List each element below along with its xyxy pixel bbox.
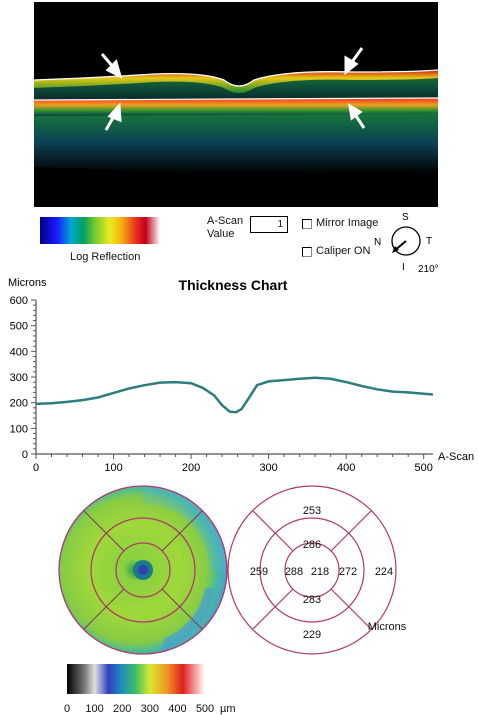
a-scan-value-input[interactable]: 1 xyxy=(250,216,288,233)
y-tick-label: 0 xyxy=(22,449,28,461)
inner-nasal-value: 288 xyxy=(285,566,303,578)
thickness-colorbar-unit: µm xyxy=(220,703,236,715)
y-tick-label: 300 xyxy=(10,372,28,384)
thickness-colorbar xyxy=(67,664,205,694)
inner-superior-value: 286 xyxy=(303,539,321,551)
compass-s: S xyxy=(402,212,409,223)
outer-inferior-value: 229 xyxy=(303,629,321,641)
log-reflection-label: Log Reflection xyxy=(70,251,141,263)
colorbar-tick-label: 200 xyxy=(113,703,131,715)
inner-inferior-value: 283 xyxy=(303,594,321,606)
thickness-chart: Thickness Chart Microns A-Scan 0 100 200 30… xyxy=(8,277,474,473)
compass-i: I xyxy=(402,262,405,273)
thickness-series-line xyxy=(35,376,434,414)
x-tick-label: 400 xyxy=(337,462,355,473)
center-value: 218 xyxy=(311,566,329,578)
outer-superior-value: 253 xyxy=(303,505,321,517)
thickness-maps: 253 286 259 288 218 272 224 283 229 Micr… xyxy=(58,485,407,715)
value-label: Value xyxy=(207,228,235,240)
microns-unit-label: Microns xyxy=(368,621,407,633)
compass-n: N xyxy=(374,237,381,248)
caliper-checkbox[interactable] xyxy=(302,247,312,257)
colorbar-tick-label: 400 xyxy=(168,703,186,715)
x-axis-label: A-Scan xyxy=(438,451,474,463)
colorbar-tick-label: 500 xyxy=(196,703,214,715)
x-tick-label: 500 xyxy=(415,462,433,473)
compass-t: T xyxy=(426,236,432,247)
y-tick-label: 200 xyxy=(10,398,28,410)
y-axis-label: Microns xyxy=(8,277,47,289)
outer-ring xyxy=(58,485,228,655)
y-tick-label: 600 xyxy=(10,295,28,307)
x-tick-label: 100 xyxy=(104,462,122,473)
caliper-label: Caliper ON xyxy=(316,245,371,257)
inner-temporal-value: 272 xyxy=(339,566,357,578)
mirror-image-label: Mirror Image xyxy=(316,217,379,229)
thickness-colorbar-ticks: 0 100 200 300 400 500 xyxy=(64,703,214,715)
x-tick-label: 200 xyxy=(182,462,200,473)
chart-axes xyxy=(31,299,433,459)
colorbar-tick-label: 300 xyxy=(141,703,159,715)
mirror-image-checkbox[interactable] xyxy=(302,219,312,229)
outer-temporal-value: 224 xyxy=(375,566,393,578)
y-tick-labels: 0 100 200 300 400 500 600 xyxy=(10,295,28,461)
orientation-compass: S N T I 210° xyxy=(374,212,439,274)
outer-nasal-value: 259 xyxy=(250,566,268,578)
colorbar-tick-label: 0 xyxy=(64,703,70,715)
compass-angle: 210° xyxy=(418,264,439,274)
log-reflection-colorbar xyxy=(40,217,160,244)
y-tick-label: 400 xyxy=(10,346,28,358)
x-tick-label: 0 xyxy=(33,462,39,473)
y-tick-label: 500 xyxy=(10,321,28,333)
thickness-color-map xyxy=(58,485,228,655)
x-tick-label: 300 xyxy=(259,462,277,473)
a-scan-label: A-Scan xyxy=(207,215,244,227)
y-tick-label: 100 xyxy=(10,423,28,435)
oct-scan-image xyxy=(34,2,438,207)
thickness-sector-map xyxy=(227,485,397,655)
colorbar-tick-label: 100 xyxy=(85,703,103,715)
x-tick-labels: 0 100 200 300 400 500 xyxy=(33,462,433,473)
thickness-chart-title: Thickness Chart xyxy=(179,277,288,293)
